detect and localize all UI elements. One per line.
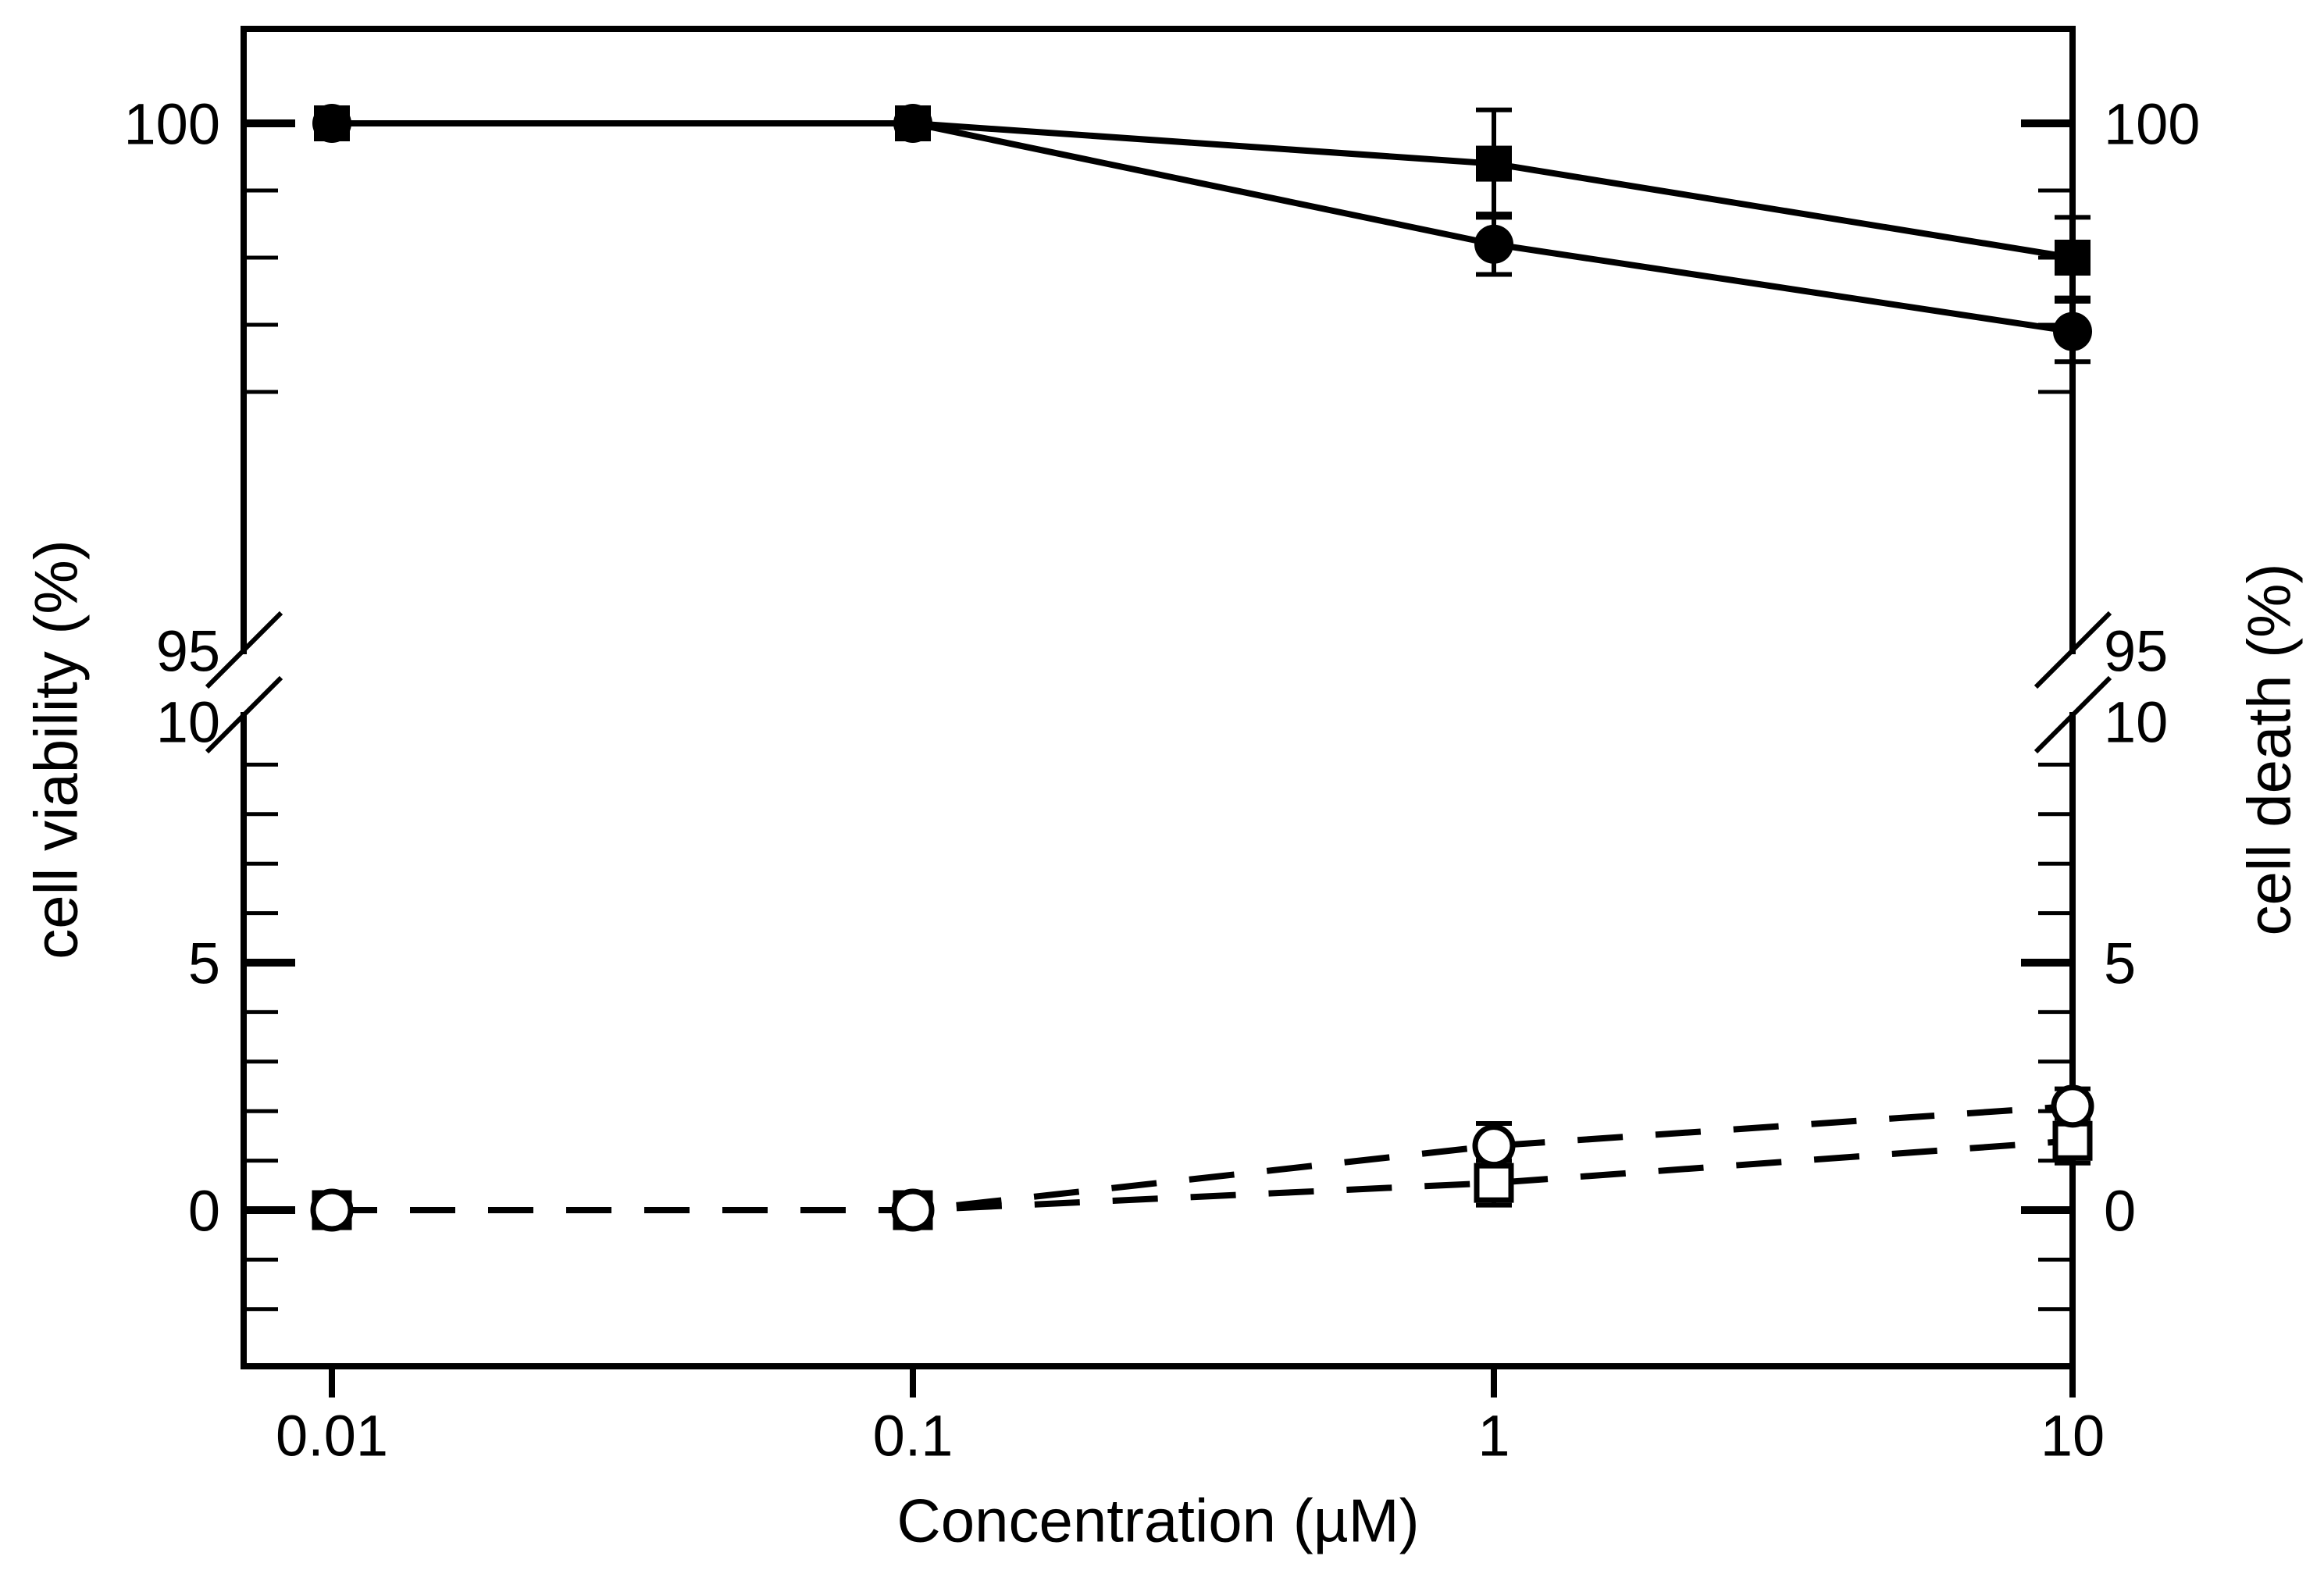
right-y-tick-label: 100	[2104, 92, 2200, 157]
left-axis-title: cell viability (%)	[21, 539, 91, 960]
marker-open-circle	[2051, 1084, 2094, 1128]
right-y-tick-label: 0	[2104, 1179, 2136, 1244]
x-tick-label: 0.01	[276, 1404, 388, 1469]
axis-break-slash	[205, 675, 283, 754]
marker-open-square	[2052, 1120, 2093, 1161]
series-line-filled-square	[332, 120, 2073, 261]
right-y-tick-label: 95	[2104, 619, 2168, 684]
left-y-tick-label: 0	[188, 1179, 220, 1244]
marker-filled-circle	[893, 104, 932, 143]
left-y-tick-label: 100	[124, 92, 220, 157]
marker-filled-circle	[2053, 312, 2092, 351]
x-tick-label: 0.1	[873, 1404, 953, 1469]
x-tick-label: 1	[1477, 1404, 1510, 1469]
right-axis-title: cell death (%)	[2234, 563, 2304, 936]
left-y-tick-label: 10	[156, 690, 220, 755]
marker-filled-circle	[1474, 224, 1513, 264]
x-tick-label: 10	[2041, 1404, 2105, 1469]
axis-break-slash	[2034, 611, 2112, 689]
marker-open-circle	[891, 1188, 935, 1232]
right-y-tick-label: 5	[2104, 931, 2136, 996]
axis-break-slash	[205, 611, 283, 689]
marker-filled-circle	[312, 104, 351, 143]
marker-filled-square	[2055, 240, 2091, 276]
series-line-open-circle	[332, 1102, 2073, 1213]
series-line-open-square	[332, 1138, 2073, 1213]
marker-open-circle	[310, 1188, 354, 1232]
left-y-tick-label: 5	[188, 931, 220, 996]
axis-break-slash	[2034, 675, 2112, 754]
left-y-tick-label: 95	[156, 619, 220, 684]
series-line-filled-circle	[332, 120, 2073, 335]
marker-open-circle	[1472, 1124, 1516, 1168]
right-y-tick-label: 10	[2104, 690, 2168, 755]
marker-filled-square	[1476, 145, 1512, 182]
marker-open-square	[1474, 1163, 1514, 1203]
x-axis-title: Concentration (µM)	[896, 1486, 1420, 1555]
